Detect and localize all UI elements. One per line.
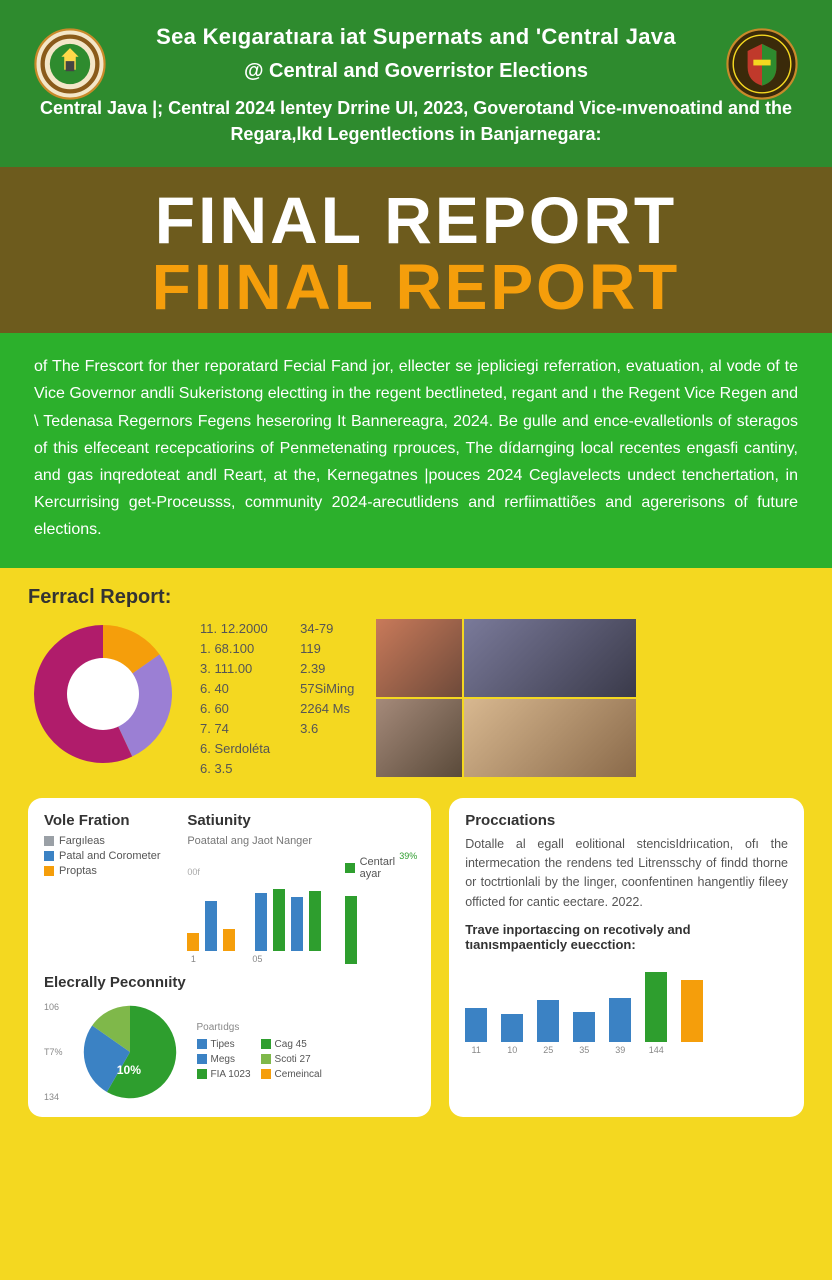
sat-single-pct: 39% [399,851,417,861]
svg-text:10%: 10% [116,1063,140,1077]
seal-right-icon [726,28,798,100]
panel-left: Vole Fration FargıleasPatal and Coromete… [28,798,431,1117]
header-line3: Central Java |; Central 2024 lentey Drri… [30,95,802,147]
pie-legend: TipesCag 45MegsScoti 27FIA 1023Cemeincal [197,1037,322,1082]
header-line2: @ Central and Goverristor Elections [30,60,802,83]
header: Sea Keıgaratıara iat Supernats and 'Cent… [0,0,832,167]
donut-chart [28,619,178,774]
vole-heading: Vole Fration [44,812,169,829]
header-line1: Sea Keıgaratıara iat Supernats and 'Cent… [30,24,802,50]
title-sub: FIINAL REPORT [0,255,832,319]
satiunity-sub: Poatatal ang Jaot Nanger [187,835,415,847]
proc-bars [465,962,788,1042]
title-main: FINAL REPORT [0,187,832,253]
intro-paragraph: of The Frescort for ther reporatard Feci… [0,333,832,567]
ferracl-numbers: 11. 12.20001. 68.1003. 111.006. 406. 607… [200,619,354,780]
ferracl-title: Ferracl Report: [28,586,804,609]
elec-heading: Elecrally Peconnıity [44,974,415,991]
sat-single-bar [345,896,357,964]
seal-left-icon [34,28,106,100]
pie-chart: 10% [75,997,185,1107]
proc-subheading: Trave inportaɛcing on recotivəly and tıa… [465,922,788,952]
pie-title: Poartıdgs [197,1022,322,1033]
satiunity-bars [187,871,321,951]
photo-collage [376,619,636,777]
panel-right: Proccıations Dotalle al egall eolitional… [449,798,804,1117]
title-band: FINAL REPORT FIINAL REPORT [0,167,832,333]
proc-text: Dotalle al egall eolitional stencisIdriı… [465,835,788,913]
vole-legend: FargıleasPatal and CorometerProptas [44,835,169,877]
sat-ylabel: 00f [187,867,200,877]
yellow-section: Ferracl Report: 11. 12.20001. 68.1003. 1… [0,568,832,1131]
satiunity-heading: Satiunity [187,812,415,829]
proc-heading: Proccıations [465,812,788,829]
